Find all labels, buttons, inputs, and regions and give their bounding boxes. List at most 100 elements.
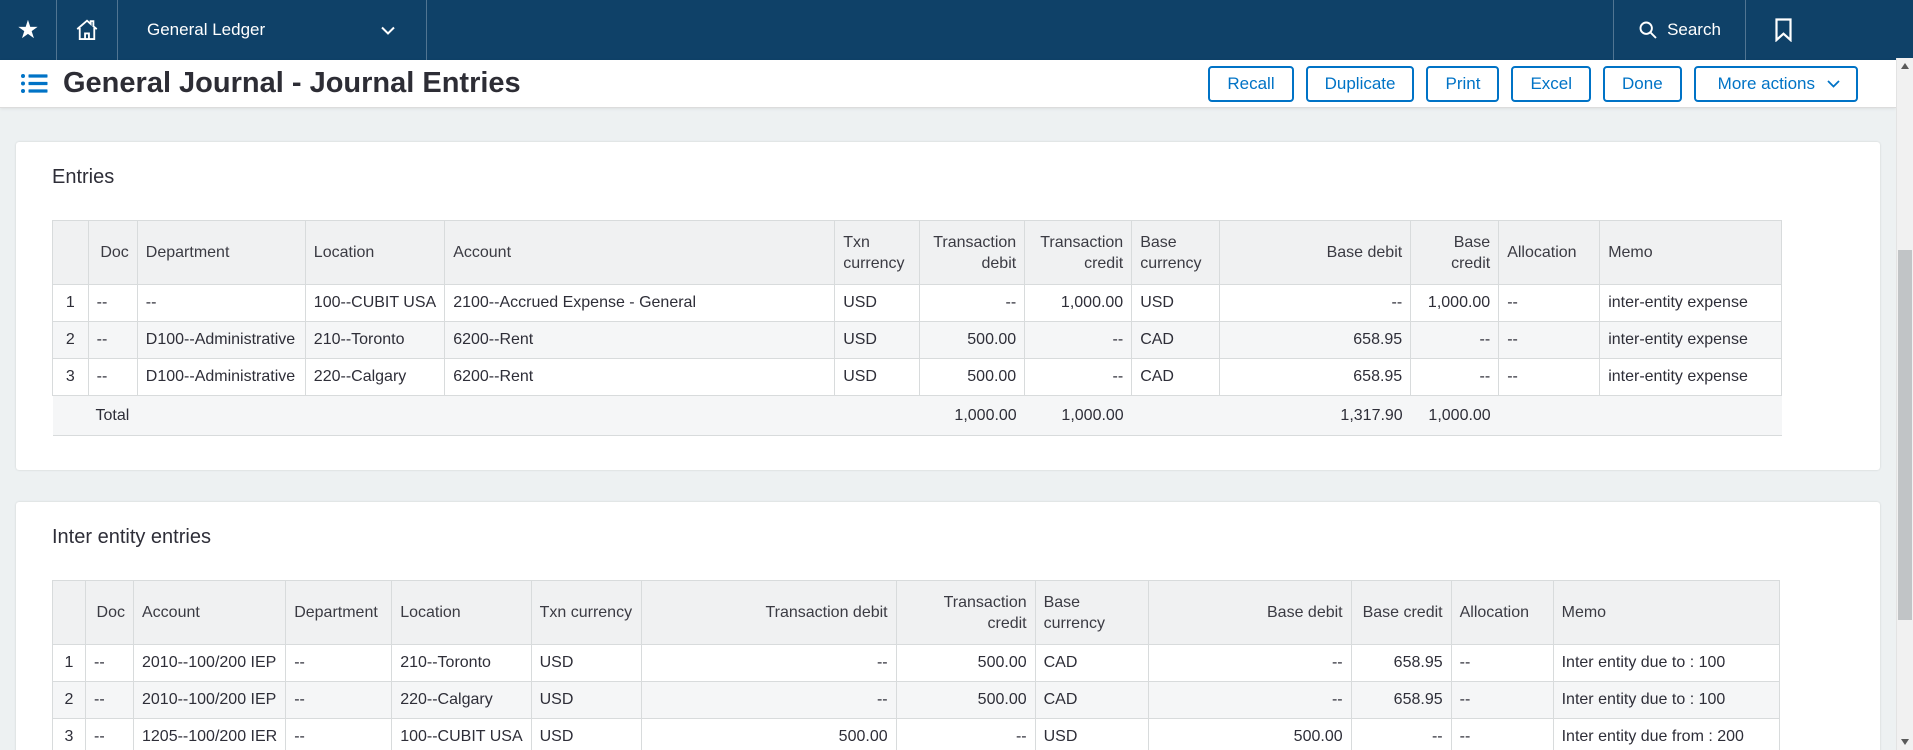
column-header: Transaction credit bbox=[1024, 220, 1133, 285]
nav-divider bbox=[56, 0, 57, 60]
table-row: 2 -- D100--Administrative 210--Toronto 6200-… bbox=[52, 321, 1783, 359]
table-cell: 500.00 bbox=[895, 644, 1036, 682]
table-cell: 210--Toronto bbox=[304, 321, 446, 359]
column-header: Base credit bbox=[1350, 580, 1452, 645]
search-icon bbox=[1638, 20, 1658, 40]
scroll-down-button[interactable] bbox=[1897, 734, 1913, 750]
table-cell: inter-entity expense bbox=[1599, 358, 1783, 396]
scrollbar-thumb[interactable] bbox=[1898, 250, 1912, 620]
more-actions-button[interactable]: More actions bbox=[1693, 65, 1858, 102]
inter-entity-section: Inter entity entries Doc Account Departmen… bbox=[16, 502, 1880, 750]
column-header: Transaction debit bbox=[640, 580, 897, 645]
row-number-cell: 1 bbox=[52, 644, 86, 682]
action-button-row: Recall Duplicate Print Excel Done More a… bbox=[1208, 65, 1858, 102]
table-cell: -- bbox=[1498, 321, 1601, 359]
table-cell: 658.95 bbox=[1350, 681, 1452, 719]
table-cell: 1,000.00 bbox=[1410, 284, 1500, 322]
star-icon: ★ bbox=[16, 15, 40, 44]
app-menu-dropdown[interactable]: General Ledger bbox=[118, 0, 426, 60]
chevron-down-icon bbox=[381, 26, 395, 35]
table-cell: D100--Administrative bbox=[136, 358, 306, 396]
column-header bbox=[52, 220, 89, 285]
table-cell: -- bbox=[919, 284, 1026, 322]
table-cell: 6200--Rent bbox=[444, 321, 836, 359]
row-number-cell: 3 bbox=[52, 718, 86, 750]
done-button[interactable]: Done bbox=[1603, 65, 1682, 102]
column-header: Txn currency bbox=[834, 220, 921, 285]
table-cell: -- bbox=[1350, 718, 1452, 750]
table-cell: 500.00 bbox=[919, 321, 1026, 359]
inter-entity-table: Doc Account Department Location Txn currency… bbox=[52, 580, 1780, 750]
table-cell: -- bbox=[87, 358, 138, 396]
table-cell: -- bbox=[1410, 321, 1500, 359]
table-cell: USD bbox=[834, 321, 921, 359]
column-header: Base currency bbox=[1034, 580, 1149, 645]
entries-section-title: Entries bbox=[52, 166, 115, 188]
table-cell: 100--CUBIT USA bbox=[304, 284, 446, 322]
table-cell: 500.00 bbox=[919, 358, 1026, 396]
search-button[interactable]: Search bbox=[1614, 0, 1745, 60]
column-header: Txn currency bbox=[530, 580, 642, 645]
recall-button[interactable]: Recall bbox=[1208, 65, 1294, 102]
print-button[interactable]: Print bbox=[1426, 65, 1500, 102]
table-cell: Inter entity due from : 200 bbox=[1552, 718, 1780, 750]
home-icon bbox=[74, 17, 100, 43]
row-number-cell: 2 bbox=[52, 321, 89, 359]
table-cell: -- bbox=[640, 644, 897, 682]
scroll-up-button[interactable] bbox=[1897, 58, 1913, 74]
row-number-cell: 1 bbox=[52, 284, 89, 322]
column-header: Base currency bbox=[1131, 220, 1221, 285]
table-cell: -- bbox=[285, 681, 393, 719]
table-cell: USD bbox=[834, 284, 921, 322]
table-cell: 2100--Accrued Expense - General bbox=[444, 284, 836, 322]
entries-table: Doc Department Location Account Txn currency… bbox=[52, 220, 1783, 436]
table-cell: inter-entity expense bbox=[1599, 321, 1783, 359]
search-label: Search bbox=[1667, 20, 1721, 39]
total-spacer bbox=[1131, 395, 1220, 436]
table-row: 1 -- -- 100--CUBIT USA 2100--Accrued Expense… bbox=[52, 284, 1783, 322]
record-list-icon[interactable] bbox=[20, 72, 48, 95]
duplicate-button[interactable]: Duplicate bbox=[1305, 65, 1415, 102]
bookmark-button[interactable] bbox=[1746, 0, 1821, 60]
table-cell: -- bbox=[1024, 321, 1133, 359]
column-header: Transaction debit bbox=[919, 220, 1026, 285]
total-label: Total bbox=[52, 395, 138, 436]
entries-section: Entries Doc Department Location Account Txn … bbox=[16, 142, 1880, 470]
total-base-credit: 1,000.00 bbox=[1410, 395, 1499, 436]
table-cell: -- bbox=[895, 718, 1036, 750]
column-header: Allocation bbox=[1498, 220, 1601, 285]
total-row: Total 1,000.00 1,000.00 1,317.90 1,000.00 bbox=[52, 395, 1782, 436]
table-cell: 500.00 bbox=[1147, 718, 1352, 750]
table-cell: -- bbox=[87, 284, 138, 322]
row-number-cell: 3 bbox=[52, 358, 89, 396]
favorites-button[interactable]: ★ bbox=[0, 0, 56, 60]
excel-button[interactable]: Excel bbox=[1511, 65, 1592, 102]
table-cell: CAD bbox=[1131, 358, 1221, 396]
table-cell: USD bbox=[1034, 718, 1149, 750]
more-actions-label: More actions bbox=[1717, 73, 1815, 93]
table-cell: CAD bbox=[1131, 321, 1221, 359]
table-cell: 658.95 bbox=[1219, 321, 1412, 359]
table-cell: 500.00 bbox=[640, 718, 897, 750]
column-header: Base credit bbox=[1410, 220, 1500, 285]
column-header: Department bbox=[285, 580, 393, 645]
table-cell: -- bbox=[85, 644, 134, 682]
column-header: Location bbox=[304, 220, 446, 285]
vertical-scrollbar[interactable] bbox=[1896, 58, 1913, 750]
nav-divider bbox=[1745, 0, 1746, 60]
column-header: Doc bbox=[85, 580, 134, 645]
table-cell: 6200--Rent bbox=[444, 358, 836, 396]
table-cell: 658.95 bbox=[1350, 644, 1452, 682]
table-cell: -- bbox=[640, 681, 897, 719]
nav-divider bbox=[1613, 0, 1614, 60]
column-header: Doc bbox=[87, 220, 138, 285]
table-cell: USD bbox=[834, 358, 921, 396]
home-button[interactable] bbox=[57, 0, 117, 60]
total-base-debit: 1,317.90 bbox=[1219, 395, 1411, 436]
table-cell: D100--Administrative bbox=[136, 321, 306, 359]
page-content: Entries Doc Department Location Account Txn … bbox=[0, 108, 1896, 750]
table-cell: -- bbox=[1450, 644, 1554, 682]
table-cell: 100--CUBIT USA bbox=[391, 718, 532, 750]
table-cell: Inter entity due to : 100 bbox=[1552, 644, 1780, 682]
column-header: Memo bbox=[1552, 580, 1780, 645]
